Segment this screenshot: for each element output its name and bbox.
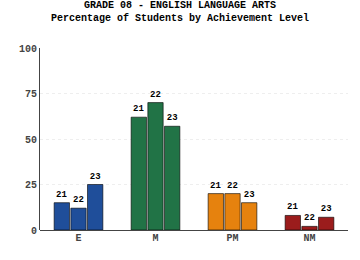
svg-text:22: 22 [73,195,84,205]
svg-text:23: 23 [90,172,101,182]
svg-text:PM: PM [226,233,238,244]
svg-text:22: 22 [227,181,238,191]
svg-text:100: 100 [19,44,37,55]
svg-text:NM: NM [303,233,315,244]
svg-text:0: 0 [31,226,37,237]
svg-text:GRADE 08 - ENGLISH LANGUAGE AR: GRADE 08 - ENGLISH LANGUAGE ARTSPercenta… [51,0,309,24]
svg-text:23: 23 [321,204,332,214]
svg-text:M: M [152,233,158,244]
svg-text:75: 75 [25,89,37,100]
svg-text:25: 25 [25,180,37,191]
svg-text:E: E [75,233,81,244]
svg-text:23: 23 [167,113,178,123]
svg-text:21: 21 [210,181,221,191]
svg-text:21: 21 [133,104,144,114]
svg-text:21: 21 [287,202,298,212]
svg-text:22: 22 [150,90,161,100]
svg-text:23: 23 [244,190,255,200]
svg-text:21: 21 [56,190,67,200]
svg-text:22: 22 [304,213,315,223]
svg-text:50: 50 [25,135,37,146]
